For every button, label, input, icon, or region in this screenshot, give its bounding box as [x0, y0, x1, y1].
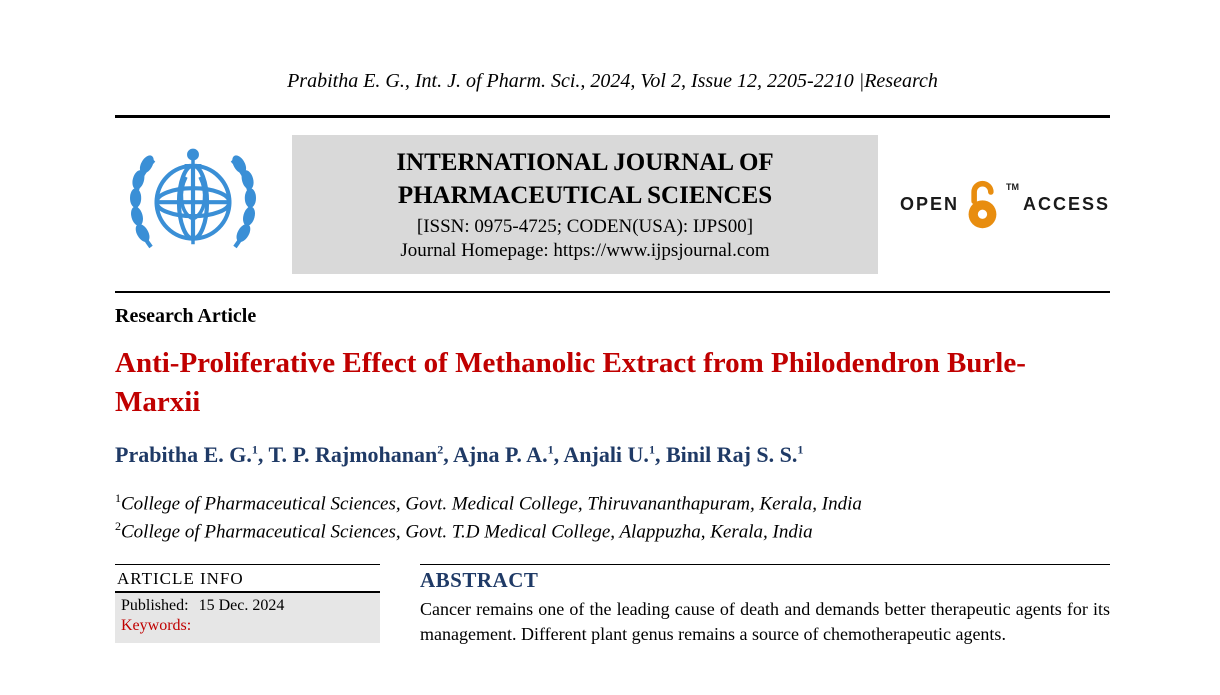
running-head: Prabitha E. G., Int. J. of Pharm. Sci., …	[115, 70, 1110, 93]
authors-line: Prabitha E. G.1, T. P. Rajmohanan2, Ajna…	[115, 442, 1110, 468]
article-info-heading: ARTICLE INFO	[115, 564, 380, 593]
globe-laurel-icon	[118, 135, 268, 275]
journal-homepage: Journal Homepage: https://www.ijpsjourna…	[310, 240, 860, 262]
author: Binil Raj S. S.1	[666, 442, 803, 467]
journal-logo	[115, 132, 270, 277]
open-access-tm: TM	[1006, 182, 1019, 192]
abstract-text: Cancer remains one of the leading cause …	[420, 597, 1110, 647]
published-label: Published:	[121, 597, 189, 614]
journal-title-line1: INTERNATIONAL JOURNAL OF	[310, 147, 860, 180]
article-title: Anti-Proliferative Effect of Methanolic …	[115, 344, 1110, 422]
open-access-open: OPEN	[900, 194, 959, 215]
journal-title-box: INTERNATIONAL JOURNAL OF PHARMACEUTICAL …	[292, 135, 878, 274]
open-access-badge: OPEN TM ACCESS	[900, 177, 1110, 233]
author: Ajna P. A.1	[453, 442, 554, 467]
keywords-label: Keywords:	[121, 617, 374, 635]
affiliation: 2College of Pharmaceutical Sciences, Gov…	[115, 518, 1110, 546]
rule-below-masthead	[115, 291, 1110, 293]
article-lower-row: ARTICLE INFO Published: 15 Dec. 2024 Keyw…	[115, 564, 1110, 647]
open-access-access: ACCESS	[1023, 194, 1110, 215]
affiliation: 1College of Pharmaceutical Sciences, Gov…	[115, 490, 1110, 518]
open-access-icon	[963, 177, 1002, 233]
journal-issn: [ISSN: 0975-4725; CODEN(USA): IJPS00]	[310, 216, 860, 238]
author: Anjali U.1	[563, 442, 655, 467]
published-date: 15 Dec. 2024	[199, 597, 285, 614]
author: Prabitha E. G.1	[115, 442, 258, 467]
abstract-heading: ABSTRACT	[420, 568, 1110, 593]
masthead: INTERNATIONAL JOURNAL OF PHARMACEUTICAL …	[115, 118, 1110, 291]
paper-page: Prabitha E. G., Int. J. of Pharm. Sci., …	[0, 0, 1220, 695]
journal-title-line2: PHARMACEUTICAL SCIENCES	[310, 180, 860, 213]
article-info-box: ARTICLE INFO Published: 15 Dec. 2024 Keyw…	[115, 564, 380, 647]
abstract-column: ABSTRACT Cancer remains one of the leadi…	[420, 564, 1110, 647]
article-info-body: Published: 15 Dec. 2024 Keywords:	[115, 593, 380, 643]
author: T. P. Rajmohanan2	[269, 442, 444, 467]
article-type: Research Article	[115, 305, 1110, 328]
